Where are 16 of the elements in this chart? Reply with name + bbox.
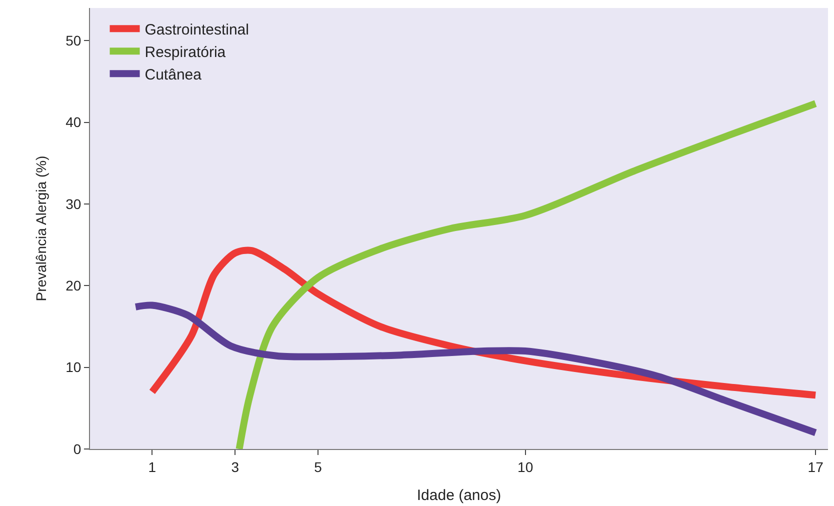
x-tick-label: 3 [231,458,240,475]
legend-label: Respiratória [144,44,226,62]
x-tick-label: 1 [148,458,156,475]
y-tick-label: 20 [66,278,82,294]
y-tick-label: 0 [73,440,82,457]
y-tick-label: 40 [66,114,82,130]
x-axis-title: Idade (anos) [416,486,502,504]
y-tick-label: 50 [66,32,82,49]
y-tick-label: 10 [66,359,82,376]
y-tick-label: 30 [66,196,82,212]
legend-label: Cutânea [144,66,202,84]
x-tick-label: 10 [518,458,534,475]
x-tick-label: 5 [314,458,322,475]
x-tick-label: 17 [808,458,824,475]
legend-label: Gastrointestinal [144,22,249,39]
y-axis-title: Prevalência Alergia (%) [33,156,50,302]
